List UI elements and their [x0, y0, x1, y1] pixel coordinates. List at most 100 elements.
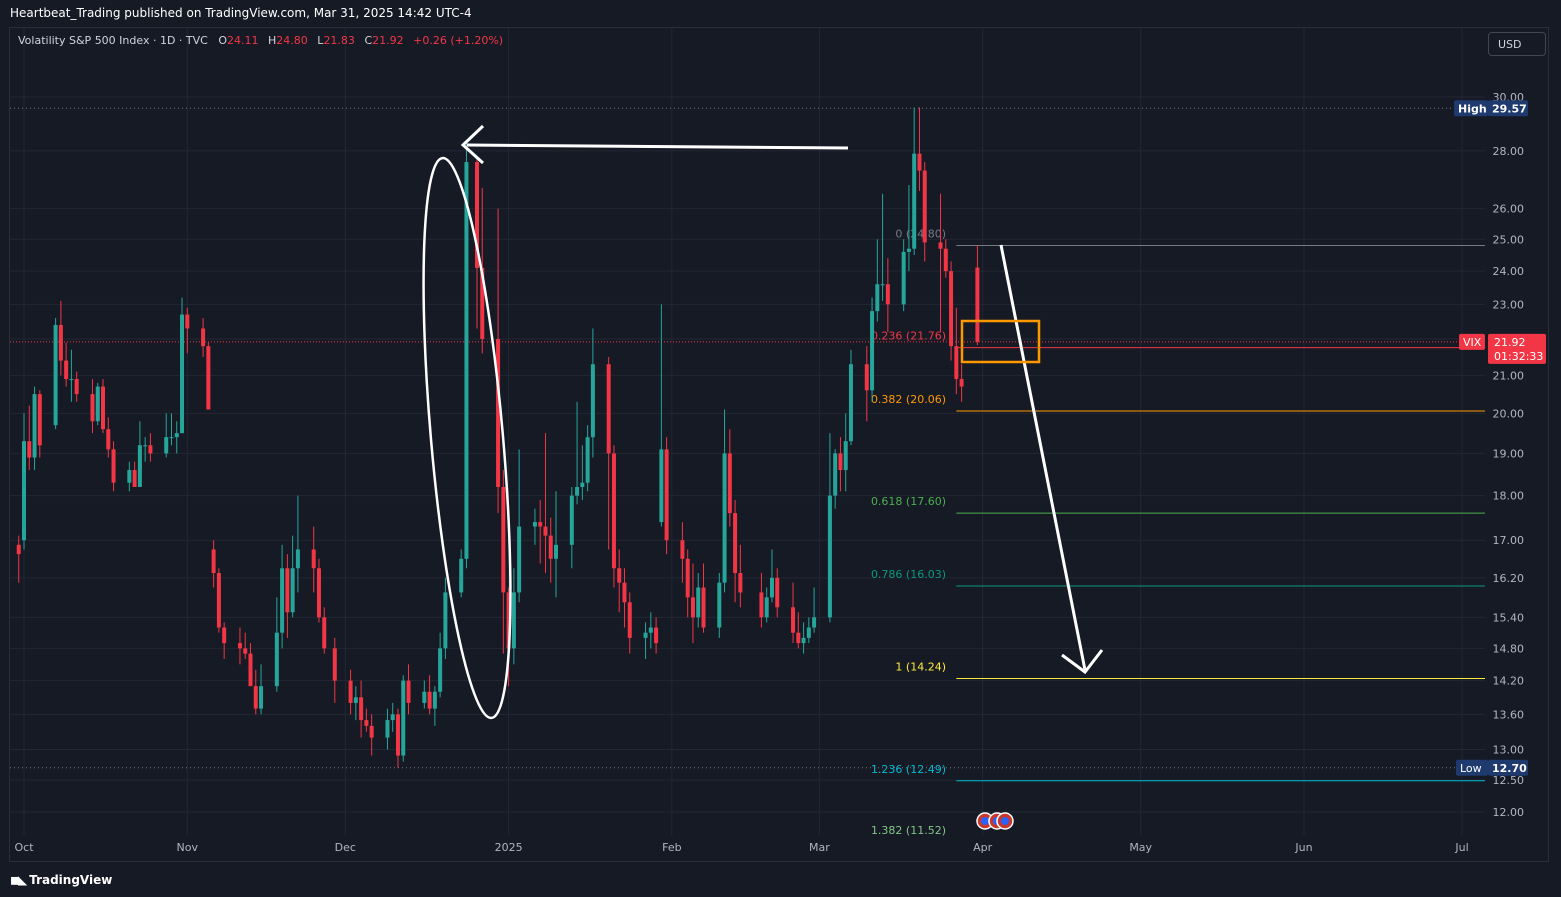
candle[interactable]: [943, 239, 948, 278]
candle[interactable]: [717, 573, 722, 638]
candle[interactable]: [648, 612, 653, 649]
candle[interactable]: [680, 522, 685, 583]
candle[interactable]: [949, 261, 954, 361]
candle[interactable]: [148, 433, 153, 462]
candle[interactable]: [127, 461, 132, 492]
candle[interactable]: [285, 554, 290, 638]
candle[interactable]: [280, 544, 285, 649]
candle[interactable]: [843, 413, 848, 492]
candle[interactable]: [769, 549, 774, 603]
candle[interactable]: [422, 680, 427, 709]
candle[interactable]: [501, 470, 506, 654]
candle[interactable]: [169, 413, 174, 446]
candle[interactable]: [627, 592, 632, 654]
legend-symbol[interactable]: Volatility S&P 500 Index · 1D · TVC: [18, 34, 208, 47]
candle[interactable]: [216, 568, 221, 633]
candle[interactable]: [359, 680, 364, 738]
candle[interactable]: [659, 304, 664, 527]
candle[interactable]: [259, 664, 264, 715]
candle[interactable]: [364, 708, 369, 732]
candle[interactable]: [575, 401, 580, 505]
candle[interactable]: [95, 382, 100, 426]
candle[interactable]: [791, 582, 796, 644]
candle[interactable]: [901, 239, 906, 312]
candle[interactable]: [295, 495, 300, 593]
candle[interactable]: [906, 185, 911, 272]
candle[interactable]: [590, 328, 595, 458]
candle[interactable]: [922, 162, 927, 262]
candle[interactable]: [237, 627, 242, 665]
candle[interactable]: [664, 437, 669, 555]
candle[interactable]: [511, 568, 516, 665]
candle[interactable]: [685, 549, 690, 618]
candle[interactable]: [211, 540, 216, 588]
candle[interactable]: [954, 307, 959, 395]
candle[interactable]: [617, 549, 622, 613]
candle[interactable]: [369, 714, 374, 756]
candle[interactable]: [759, 573, 764, 628]
candle[interactable]: [174, 421, 179, 454]
candle[interactable]: [274, 597, 279, 692]
candle[interactable]: [385, 708, 390, 750]
candle[interactable]: [406, 664, 411, 715]
candle[interactable]: [548, 517, 553, 583]
candle[interactable]: [290, 535, 295, 618]
candle[interactable]: [806, 617, 811, 644]
chart-frame[interactable]: [9, 27, 1549, 862]
candle[interactable]: [248, 643, 253, 687]
candle[interactable]: [390, 702, 395, 732]
candle[interactable]: [201, 318, 206, 357]
candle[interactable]: [690, 563, 695, 644]
currency-button[interactable]: USD: [1488, 32, 1546, 56]
candle[interactable]: [654, 617, 659, 654]
candle[interactable]: [838, 437, 843, 492]
candle[interactable]: [16, 535, 21, 583]
candle[interactable]: [206, 342, 211, 410]
candle[interactable]: [22, 413, 26, 550]
candle[interactable]: [975, 245, 980, 346]
candle[interactable]: [864, 346, 869, 422]
candle[interactable]: [32, 386, 37, 471]
candle[interactable]: [848, 349, 853, 446]
candle[interactable]: [427, 675, 432, 715]
candle[interactable]: [243, 632, 248, 659]
candle[interactable]: [643, 622, 648, 659]
left-arrow-shaft[interactable]: [466, 143, 849, 150]
candle[interactable]: [332, 637, 337, 703]
candle[interactable]: [580, 445, 585, 500]
candle[interactable]: [733, 499, 738, 603]
candle[interactable]: [64, 342, 69, 387]
candle[interactable]: [764, 587, 769, 623]
candle[interactable]: [37, 390, 42, 458]
candle[interactable]: [532, 508, 537, 545]
candle[interactable]: [395, 708, 400, 768]
candle[interactable]: [875, 239, 880, 322]
candle[interactable]: [101, 379, 106, 434]
highlight-box[interactable]: [960, 319, 1041, 364]
down-arrow-shaft[interactable]: [999, 244, 1087, 671]
candle[interactable]: [622, 568, 627, 628]
candle[interactable]: [801, 622, 806, 654]
candle[interactable]: [833, 449, 838, 509]
candle[interactable]: [253, 669, 258, 715]
candle[interactable]: [106, 417, 111, 458]
candle[interactable]: [912, 107, 917, 256]
candle[interactable]: [74, 371, 79, 402]
candle[interactable]: [222, 622, 227, 659]
candle[interactable]: [880, 193, 885, 301]
candle[interactable]: [959, 364, 964, 402]
candle[interactable]: [722, 409, 727, 593]
candle[interactable]: [696, 573, 701, 628]
candle[interactable]: [132, 461, 137, 487]
candle[interactable]: [938, 193, 943, 332]
candle[interactable]: [870, 297, 875, 402]
candle[interactable]: [727, 429, 732, 527]
candle[interactable]: [517, 449, 522, 603]
candle[interactable]: [53, 318, 58, 430]
candle[interactable]: [611, 445, 616, 588]
candle[interactable]: [27, 405, 32, 471]
candle[interactable]: [322, 607, 327, 654]
candle[interactable]: [606, 356, 611, 550]
candle[interactable]: [701, 563, 706, 633]
